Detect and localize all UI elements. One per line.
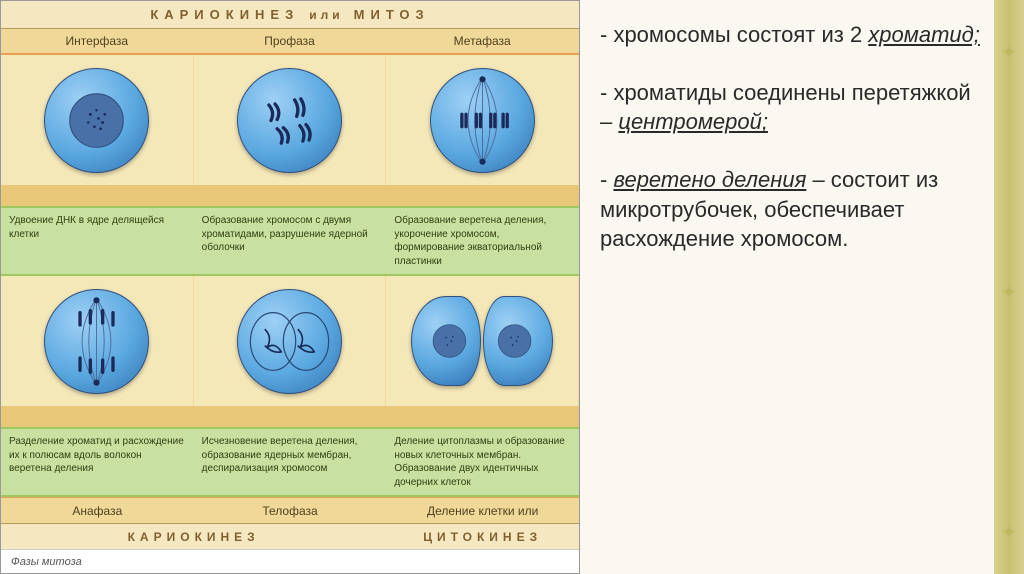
desc-cytokinesis: Деление цитоплазмы и образование новых к… [386,429,579,495]
bottom-title-row: КАРИОКИНЕЗ ЦИТОКИНЕЗ [1,523,579,549]
desc-metaphase: Образование веретена деления, укорочение… [386,208,579,274]
cell-telophase [194,276,387,406]
phase-header-interphase: Интерфаза [1,29,194,53]
figure-caption: Фазы митоза [1,549,579,573]
phase-header-prophase: Профаза [194,29,387,53]
phase-headers-bottom: Анафаза Телофаза Деление клетки или [1,497,579,523]
cell-interphase [1,55,194,185]
desc-anaphase: Разделение хроматид и расхождение их к п… [1,429,194,495]
bullet-text: - хромосомы состоят из 2 [600,22,868,47]
cell-cytokinesis [386,276,579,406]
desc-row-top: Удвоение ДНК в ядре делящейся клетки Обр… [1,206,579,276]
phase-label-anaphase: Анафаза [1,498,194,523]
bottom-title-cytokinesis: ЦИТОКИНЕЗ [386,524,579,549]
desc-row-bottom: Разделение хроматид и расхождение их к п… [1,427,579,497]
cell-prophase [194,55,387,185]
cell-row-bottom [1,276,579,427]
phase-headers-top: Интерфаза Профаза Метафаза [1,29,579,55]
title-sub: МИТОЗ [354,7,430,22]
bottom-title-karyokinesis: КАРИОКИНЕЗ [1,524,386,549]
bullet-chromatids: - хромосомы состоят из 2 хроматид; [600,20,984,50]
phase-label-division: Деление клетки или [386,498,579,523]
bullet-spindle: - веретено деления – состоит из микротру… [600,165,984,254]
phase-label-telophase: Телофаза [194,498,387,523]
star-icon: ✦ [1001,520,1018,545]
phase-header-metaphase: Метафаза [386,29,579,53]
decorative-border: ✦ ✦ ✦ [994,0,1024,574]
bullet-centromere: - хроматиды соединены перетяжкой – центр… [600,78,984,137]
bullet-term: хроматид; [868,22,980,47]
star-icon: ✦ [1001,280,1018,305]
mitosis-diagram: КАРИОКИНЕЗ или МИТОЗ Интерфаза Профаза М… [0,0,580,574]
desc-interphase: Удвоение ДНК в ядре делящейся клетки [1,208,194,274]
notes-panel: - хромосомы состоят из 2 хроматид; - хро… [580,0,1024,574]
cell-row-top [1,55,579,206]
desc-prophase: Образование хромосом с двумя хроматидами… [194,208,387,274]
cell-metaphase [386,55,579,185]
desc-telophase: Исчезновение веретена деления, образован… [194,429,387,495]
title-main: КАРИОКИНЕЗ [150,7,299,22]
title-or: или [309,8,343,22]
diagram-title: КАРИОКИНЕЗ или МИТОЗ [1,1,579,29]
bullet-term: веретено деления [613,167,806,192]
bullet-text: - [600,167,613,192]
bullet-term: центромерой; [618,109,768,134]
cell-anaphase [1,276,194,406]
star-icon: ✦ [1001,40,1018,65]
